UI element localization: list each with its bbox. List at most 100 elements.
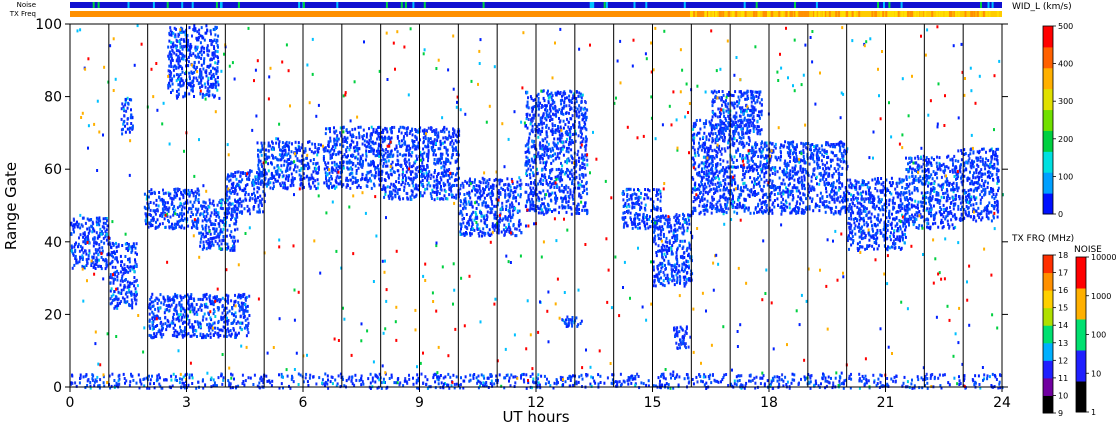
data-cell [377,126,380,130]
data-cell [547,142,550,146]
data-cell [308,184,311,188]
data-cell [252,191,255,195]
data-cell [74,254,77,258]
data-cell [335,137,338,141]
data-cell [238,210,241,214]
data-cell [256,190,259,194]
data-cell [470,212,473,216]
data-cell [351,134,354,138]
data-cell [197,217,199,221]
data-cell [84,221,87,225]
data-cell [370,125,373,129]
data-cell [419,180,422,184]
data-cell [263,193,266,197]
data-cell [506,218,509,222]
data-cell [433,131,436,135]
data-cell [172,321,175,325]
data-cell [382,186,385,190]
data-cell [431,140,434,144]
data-cell [637,195,640,199]
data-cell [230,247,233,251]
data-cell [653,207,656,211]
data-cell [333,148,336,152]
data-cell [207,76,210,80]
data-cell [245,305,247,309]
data-cell [361,153,364,157]
data-cell [579,183,582,187]
data-cell [373,148,375,152]
data-cell [341,126,344,130]
data-cell [94,248,97,252]
data-cell [259,182,262,186]
data-cell [458,212,461,216]
data-cell [355,169,358,172]
data-cell [178,64,181,68]
data-cell [145,197,148,201]
data-cell [571,174,574,178]
data-cell [484,204,487,208]
data-cell [218,222,221,226]
data-cell [564,197,567,201]
data-cell [405,130,408,134]
data-cell [518,228,521,232]
data-cell [325,179,328,183]
data-cell [336,164,339,168]
data-cell [82,266,85,269]
data-cell [559,125,562,129]
data-cell [260,141,263,145]
noise-speck [794,2,796,8]
scatter-data [70,24,1004,390]
data-cell [233,192,236,195]
data-cell [222,235,225,238]
data-cell [234,218,237,222]
data-cell [530,181,532,184]
txfreq-speck [917,11,920,17]
data-cell [227,207,230,211]
data-cell [169,26,172,30]
txfreq-speck [690,11,693,17]
data-cell [257,210,260,214]
data-cell [512,191,515,194]
noise-speck [404,2,407,8]
data-cell [526,160,529,164]
data-cell [227,301,230,305]
data-cell [192,328,194,332]
data-cell [174,195,177,199]
data-cell [349,133,352,137]
data-cell [531,207,534,211]
data-cell [341,140,344,144]
data-cell [267,141,270,145]
data-cell [123,109,126,113]
data-cell [179,80,182,84]
noise-speck [482,2,485,8]
data-cell [258,177,261,181]
data-cell [374,174,377,178]
data-cell [337,152,340,156]
data-cell [209,85,212,89]
data-cell [214,315,217,318]
noise-speck [92,2,95,8]
data-cell [533,105,536,108]
data-cell [242,295,245,298]
data-cell [126,122,129,126]
data-cell [205,214,208,218]
data-cell [232,173,235,176]
data-cell [233,222,236,226]
data-cell [85,264,88,267]
data-cell [241,188,244,192]
data-cell [404,178,407,182]
data-cell [561,110,563,114]
data-cell [455,193,458,197]
data-cell [556,109,559,113]
data-cell [628,187,630,191]
data-cell [199,323,202,327]
data-cell [536,94,538,98]
data-cell [268,155,271,159]
data-cell [574,164,577,168]
data-cell [158,306,161,310]
data-cell [296,157,299,161]
data-cell [553,100,556,104]
data-cell [463,199,466,203]
data-cell [423,130,426,134]
data-cell [567,318,570,321]
